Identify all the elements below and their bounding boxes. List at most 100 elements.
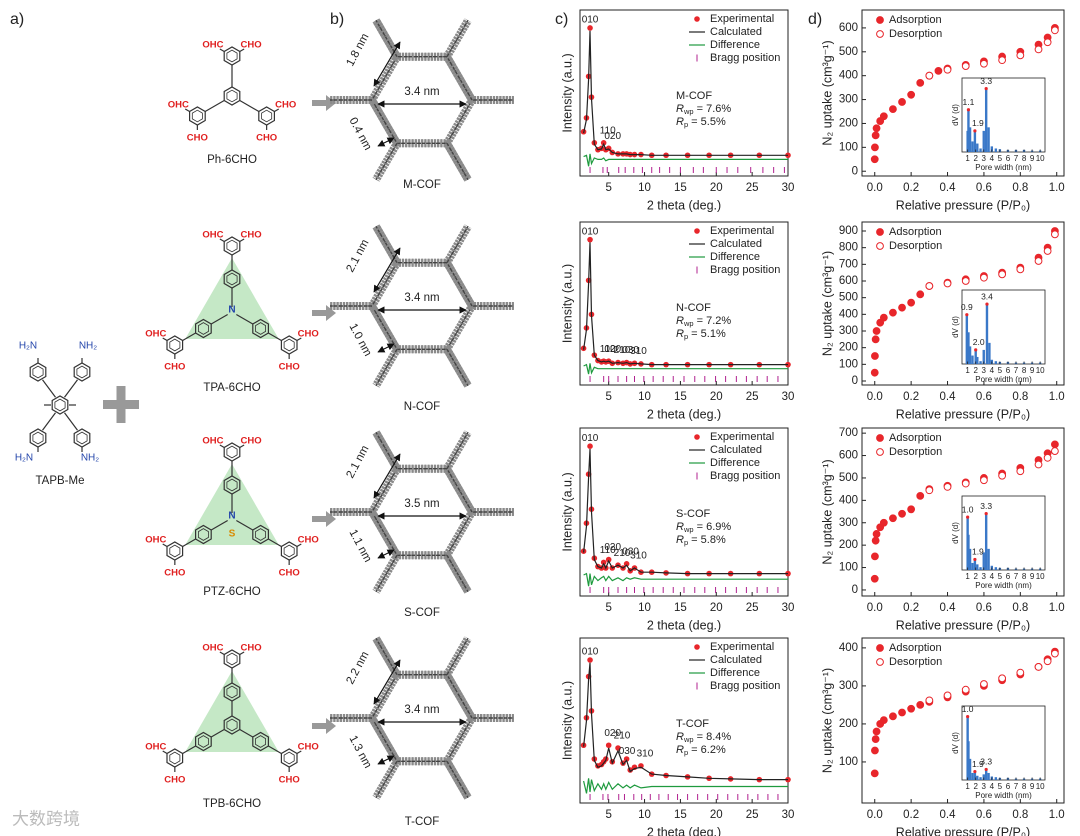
desorption-point [925,486,934,495]
peak-label: 3.3 [980,76,992,86]
legend-label: Bragg position [710,52,780,64]
x-tick-label: 0.4 [940,602,957,614]
molecule-name: TPA-6CHO [203,382,260,394]
pore-bar [968,127,972,152]
aldehyde-group: CHO [256,133,277,144]
aldehyde-group: CHO [240,436,261,447]
fit-name: T-COF [676,718,709,730]
benzene-ring [223,86,241,106]
desorption-point [1034,45,1043,54]
y-tick-label: 400 [839,70,858,82]
adsorption-point [916,491,925,500]
bond [162,543,168,548]
desorption-point [998,674,1007,683]
pore-wall [442,96,514,191]
pore-size: 3.4 nm [404,292,439,304]
inset-x-tick-label: 9 [1030,154,1035,163]
pore-size: 2.1 nm [344,444,371,481]
inset-x-tick-label: 4 [990,366,995,375]
x-tick-label: 0.8 [1012,602,1028,614]
pore-bar [987,127,990,152]
calculated-line [583,242,788,366]
x-tick-label: 1.0 [1049,182,1065,194]
x-tick-label: 0.2 [903,602,919,614]
pore-bar [967,534,970,570]
benzene-inner [54,398,66,412]
bond [219,48,225,53]
x-tick-label: 10 [638,809,651,821]
benzene-ring [252,731,269,752]
pore-size: 3.4 nm [404,86,439,98]
pore-bar [985,304,989,364]
adsorption-point [916,290,925,299]
plot-frame [579,221,789,386]
adsorption-point [871,352,879,360]
y-tick-label: 600 [839,275,858,287]
y-axis-label: N₂ uptake (cm³g⁻¹) [820,459,834,564]
desorption-point [1043,657,1052,666]
desorption-point [961,277,970,285]
peak-dot [966,714,970,719]
y-tick-label: 200 [839,117,858,129]
aldehyde-group: CHO [240,643,261,654]
pore-bar [988,342,991,364]
legend-label: Adsorption [889,226,942,238]
pore-wall [330,508,402,603]
pore-bar [967,332,970,364]
y-tick-label: 700 [839,427,858,439]
x-tick-label: 0.2 [903,391,919,403]
benzene-inner [226,718,238,732]
inset-x-tick-label: 2 [973,572,978,581]
legend-label: Desorption [889,656,942,668]
pore-wall [367,420,477,473]
x-tick-label: 25 [746,391,759,403]
desorption-point [943,279,952,288]
pore-wall [367,551,477,604]
adsorption-point [870,769,879,778]
peak-dot [974,348,978,352]
benzene-inner [76,365,88,379]
inset-x-tick-label: 5 [998,366,1003,375]
fit-subscript: p [684,748,688,757]
inset-x-tick-label: 10 [1036,782,1045,791]
bond [162,337,168,342]
difference-line [583,153,788,167]
desorption-point [925,282,934,290]
x-tick-label: 0.6 [976,391,992,403]
pore-bar [982,130,985,152]
dimension-arrow [377,549,395,559]
peak-dot [984,767,988,772]
adsorption-point [889,712,897,721]
adsorption-point [889,308,897,317]
y-tick-label: 100 [839,756,858,768]
core-atom: S [229,529,236,540]
fit-value: Rp = 5.5% [676,116,726,129]
pore-wall [442,215,514,310]
legend-label: Bragg position [710,264,780,276]
fit-symbol: R [676,328,684,340]
bond [268,332,282,342]
y-axis-label: Intensity (a.u.) [560,264,574,343]
pore-bar [967,109,970,152]
inset-x-tick-label: 10 [1036,154,1045,163]
experimental-point [587,25,593,31]
inset-x-tick-label: 9 [1030,782,1035,791]
benzene-ring [223,715,241,735]
desorption-point [961,685,970,694]
fit-value: Rp = 5.8% [676,534,726,547]
bond [64,412,78,431]
desorption-point [980,680,988,688]
benzene-inner [283,338,295,352]
pore-bar [987,772,990,780]
inset-x-tick-label: 5 [998,572,1003,581]
x-tick-label: 0.8 [1012,809,1028,821]
x-tick-label: 20 [710,182,723,194]
fit-number: = 6.2% [688,744,726,756]
x-tick-label: 1.0 [1049,809,1065,821]
molecule-name: TPB-6CHO [203,798,261,810]
x-tick-label: 20 [710,809,723,821]
aldehyde-group: OHC [145,535,166,546]
pore-wall-core [371,8,473,58]
pore-bar [968,346,972,364]
fit-name: M-COF [676,90,712,102]
